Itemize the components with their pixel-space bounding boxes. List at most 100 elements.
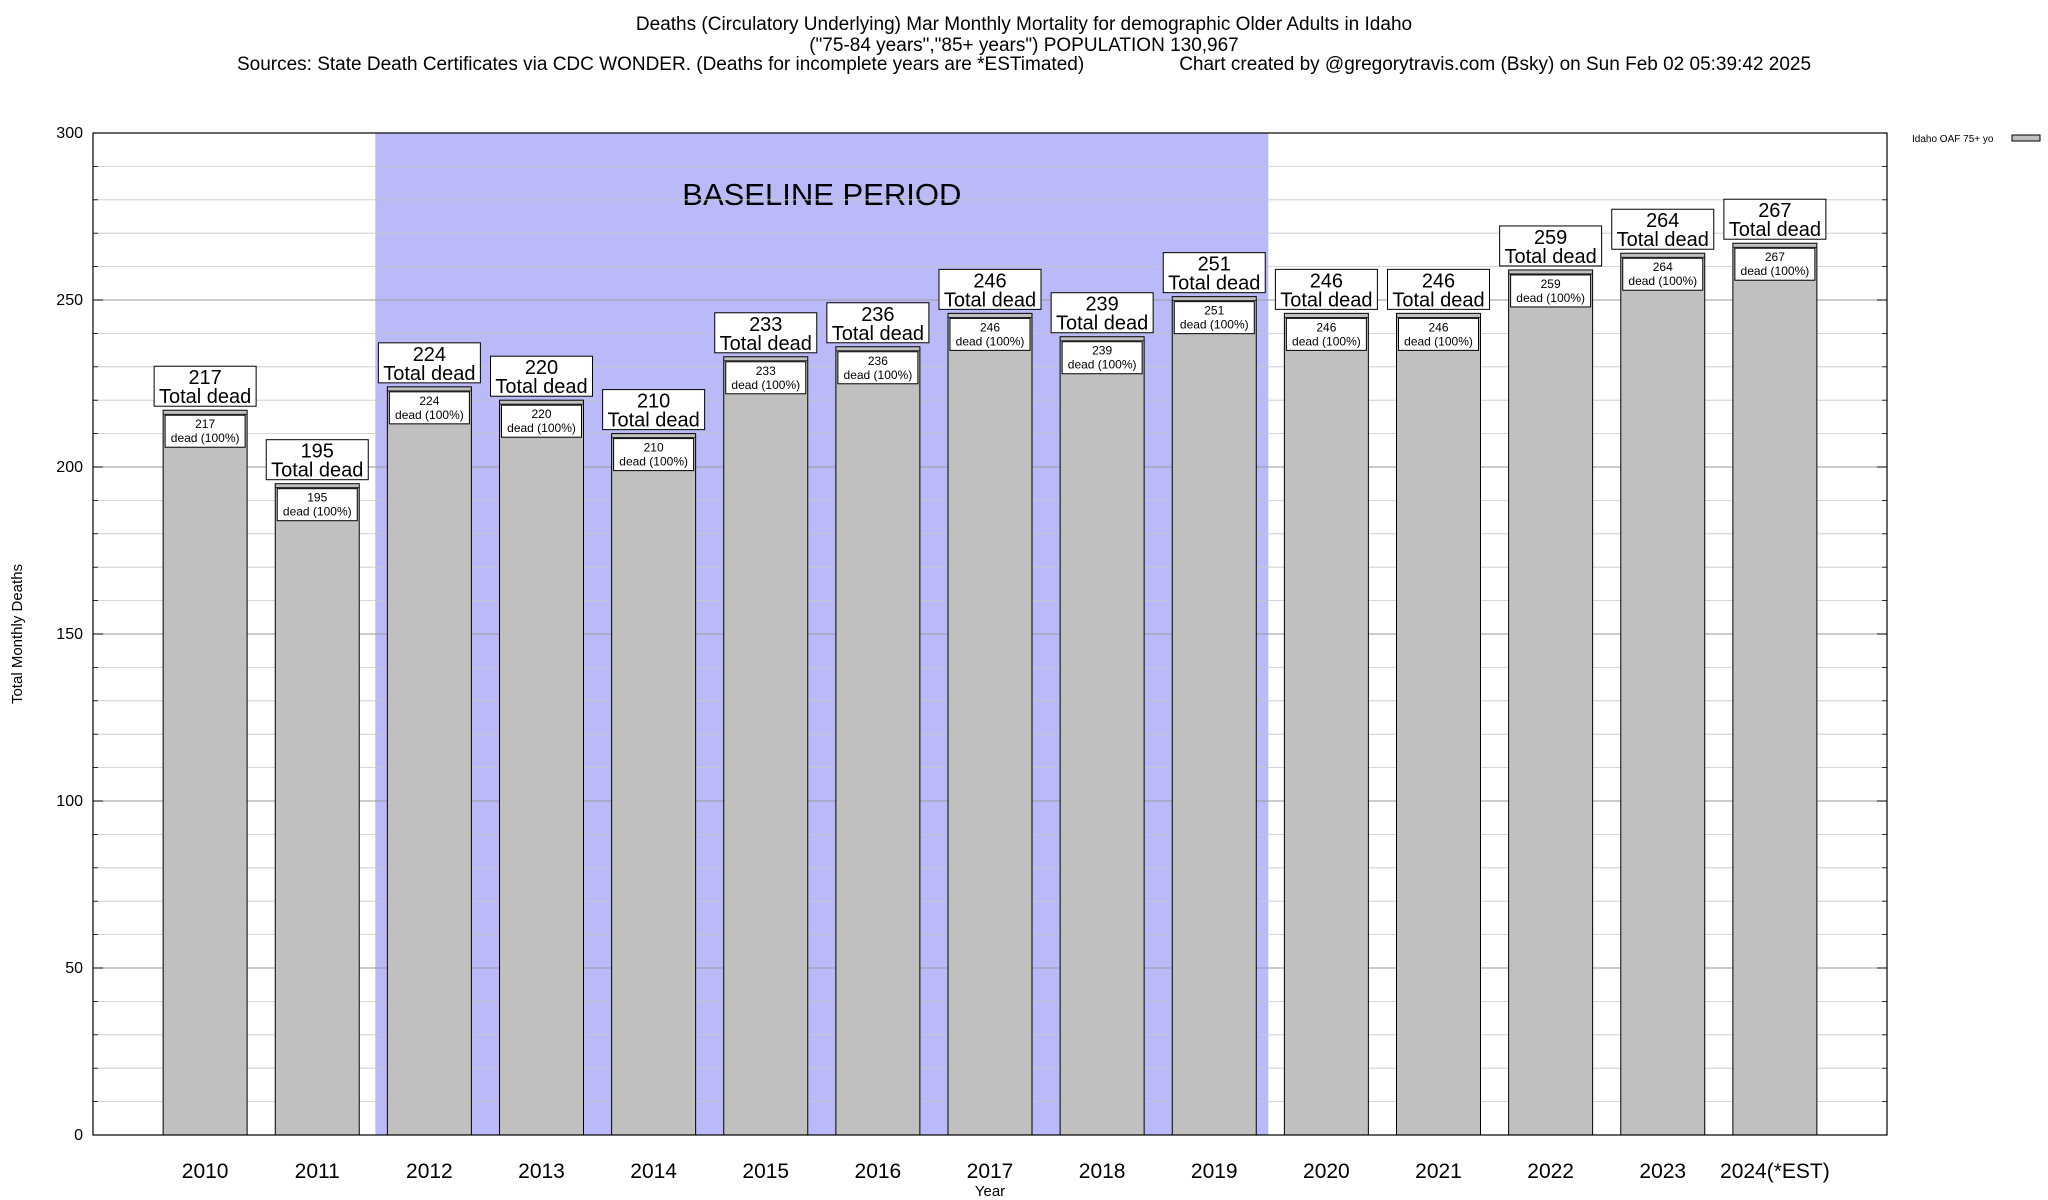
- x-tick-label: 2013: [518, 1160, 565, 1183]
- bar: [274, 483, 360, 1136]
- bar-inner-label: dead (100%): [1180, 318, 1249, 332]
- bar-outer-label-box: [602, 389, 706, 431]
- bar-inner-label-box: [1285, 317, 1367, 351]
- y-tick-label: 50: [65, 960, 83, 977]
- bar-inner-value: 210: [644, 441, 664, 455]
- bar-outer-value: 251: [1198, 254, 1231, 276]
- bar: [723, 356, 809, 1136]
- bar-outer-label-box: [1162, 252, 1266, 294]
- x-tick-label: 2020: [1303, 1160, 1350, 1183]
- bar-inner-label: dead (100%): [1404, 334, 1473, 348]
- x-axis-label: Year: [975, 1183, 1005, 1200]
- bar-outer-label-box: [1387, 268, 1490, 310]
- bar-outer-label-box: [714, 312, 818, 354]
- bar-outer-label-box: [153, 365, 257, 407]
- bar-outer-value: 195: [301, 441, 334, 463]
- y-tick-label: 0: [74, 1127, 83, 1144]
- bar-inner-label-box: [1398, 317, 1479, 351]
- chart-title-line-1: Deaths (Circulatory Underlying) Mar Mont…: [635, 14, 1413, 35]
- bar-inner-label: dead (100%): [1292, 334, 1361, 348]
- bar-outer-label-box: [265, 439, 369, 481]
- bar-inner-label: dead (100%): [731, 378, 800, 392]
- bar-outer-value: 236: [861, 304, 894, 326]
- bar-outer-value: 267: [1758, 200, 1791, 222]
- bar-outer-label-box: [938, 268, 1042, 310]
- x-tick-label: 2021: [1415, 1160, 1462, 1183]
- bar-inner-label: dead (100%): [507, 421, 576, 435]
- bar-inner-value: 233: [756, 364, 776, 378]
- bar: [1508, 269, 1594, 1136]
- bar: [1396, 312, 1481, 1136]
- bar-inner-label: dead (100%): [844, 368, 913, 382]
- bar-outer-label: Total dead: [720, 333, 812, 355]
- x-tick-label: 2022: [1527, 1160, 1574, 1183]
- bar-inner-value: 195: [307, 491, 327, 505]
- bar-outer-value: 259: [1534, 227, 1567, 249]
- x-tick-label: 2024(*EST): [1720, 1160, 1830, 1183]
- bar-inner-label-box: [1734, 247, 1816, 281]
- bar-outer-value: 246: [1310, 270, 1343, 292]
- bar-inner-label: dead (100%): [1516, 291, 1585, 305]
- bar: [947, 312, 1033, 1136]
- y-tick-label: 150: [56, 626, 83, 643]
- bar-inner-label: dead (100%): [1741, 264, 1810, 278]
- x-tick-label: 2014: [630, 1160, 677, 1183]
- bar: [1732, 242, 1818, 1136]
- bar-outer-label: Total dead: [1729, 219, 1821, 241]
- bar-outer-label: Total dead: [1056, 313, 1148, 335]
- bar: [611, 433, 697, 1136]
- x-tick-label: 2016: [855, 1160, 902, 1183]
- bar-outer-label: Total dead: [832, 323, 924, 345]
- bar: [1171, 296, 1257, 1136]
- bar-inner-value: 236: [868, 354, 888, 368]
- bar-outer-label: Total dead: [271, 460, 363, 482]
- x-tick-label: 2023: [1639, 1160, 1686, 1183]
- bar-outer-value: 224: [413, 344, 446, 366]
- bar-inner-value: 246: [980, 320, 1000, 334]
- bar-inner-value: 239: [1092, 344, 1112, 358]
- y-axis-label: Total Monthly Deaths: [9, 564, 26, 704]
- x-tick-label: 2011: [295, 1160, 340, 1183]
- bar: [835, 346, 921, 1136]
- bar-inner-label-box: [1622, 257, 1704, 291]
- bar-outer-value: 246: [1422, 270, 1455, 292]
- chart-credit: Chart created by @gregorytravis.com (Bsk…: [1179, 54, 1812, 75]
- bar-inner-label-box: [1510, 274, 1592, 308]
- bar-inner-label-box: [613, 438, 695, 472]
- x-tick-label: 2015: [742, 1160, 789, 1183]
- bar-inner-label: dead (100%): [395, 408, 464, 422]
- bar-inner-label: dead (100%): [1068, 358, 1137, 372]
- bar-inner-label: dead (100%): [619, 455, 688, 469]
- bar-inner-label-box: [837, 351, 919, 385]
- bar-inner-label-box: [276, 488, 358, 522]
- chart-title-line-2: ("75-84 years","85+ years") POPULATION 1…: [809, 35, 1239, 56]
- bar-outer-value: 239: [1085, 294, 1118, 316]
- bar-inner-value: 220: [531, 407, 551, 421]
- bar-inner-label-box: [1061, 341, 1143, 375]
- chart-sources-line: Sources: State Death Certificates via CD…: [0, 54, 2048, 76]
- y-tick-label: 300: [56, 125, 83, 142]
- bar-inner-label: dead (100%): [171, 431, 240, 445]
- bar-outer-label: Total dead: [159, 386, 251, 408]
- bar: [1283, 312, 1369, 1136]
- bar-outer-value: 217: [188, 367, 221, 389]
- bar-inner-label-box: [1173, 301, 1255, 335]
- bar-outer-label: Total dead: [383, 363, 475, 385]
- bar-outer-label: Total dead: [1280, 289, 1372, 311]
- bar-outer-label-box: [1499, 225, 1603, 267]
- bar-outer-value: 210: [637, 391, 670, 413]
- x-tick-label: 2019: [1191, 1160, 1238, 1183]
- bar-inner-label: dead (100%): [956, 334, 1025, 348]
- bar-outer-label: Total dead: [607, 410, 699, 432]
- bar-outer-label-box: [826, 302, 930, 344]
- bar-inner-value: 246: [1428, 320, 1448, 334]
- bar-inner-label: dead (100%): [283, 505, 352, 519]
- bar-outer-value: 246: [973, 270, 1006, 292]
- bar: [1620, 252, 1706, 1136]
- bar-inner-value: 217: [195, 417, 215, 431]
- bar-outer-label-box: [1274, 268, 1378, 310]
- bar-outer-value: 233: [749, 314, 782, 336]
- x-tick-label: 2010: [182, 1160, 229, 1183]
- bar-inner-value: 264: [1653, 260, 1673, 274]
- bar-inner-value: 267: [1765, 250, 1785, 264]
